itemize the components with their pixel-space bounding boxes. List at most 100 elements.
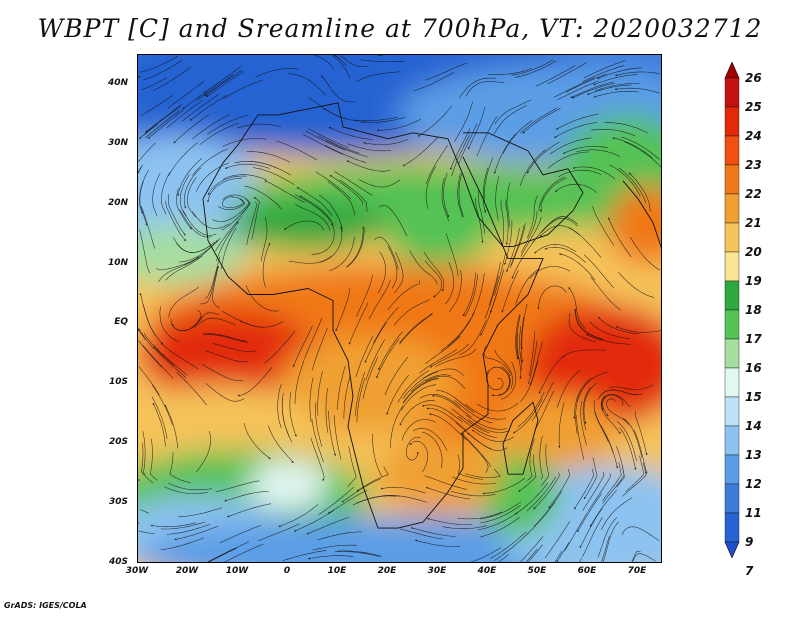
streamline xyxy=(196,74,234,101)
streamline xyxy=(462,272,476,317)
colorbar-level-label: 24 xyxy=(745,129,762,143)
streamline xyxy=(176,188,192,230)
streamline xyxy=(489,269,505,314)
streamline xyxy=(573,378,592,420)
streamline xyxy=(168,286,200,318)
streamline xyxy=(208,547,237,562)
streamline xyxy=(520,107,558,134)
colorbar-swatch xyxy=(724,338,740,369)
colorbar-swatch xyxy=(724,425,740,456)
streamline xyxy=(514,60,557,78)
streamline xyxy=(515,314,520,360)
streamline xyxy=(346,160,391,172)
streamline xyxy=(574,468,594,510)
streamline xyxy=(153,347,187,378)
streamline xyxy=(205,71,245,98)
streamline xyxy=(384,356,409,396)
streamline xyxy=(149,438,158,481)
streamline xyxy=(526,476,557,512)
colorbar-level-label: 11 xyxy=(745,506,762,520)
streamline xyxy=(494,252,506,296)
streamline xyxy=(471,273,485,317)
streamline xyxy=(511,239,536,279)
streamline xyxy=(425,62,468,81)
streamline xyxy=(248,161,291,176)
streamline xyxy=(615,326,661,333)
streamline xyxy=(288,255,333,264)
streamline xyxy=(337,550,382,557)
streamline xyxy=(443,172,450,218)
streamline xyxy=(152,66,192,92)
streamline xyxy=(268,425,294,464)
colorbar-swatch xyxy=(724,222,740,253)
streamline xyxy=(141,443,154,484)
streamline xyxy=(464,274,478,318)
lon-tick-label: 20W xyxy=(175,566,199,576)
streamline xyxy=(634,411,648,456)
streamline xyxy=(493,133,517,174)
streamline xyxy=(590,276,621,311)
streamline xyxy=(139,55,179,73)
streamline xyxy=(533,472,560,510)
streamline xyxy=(475,197,484,244)
streamline xyxy=(490,531,527,559)
streamline xyxy=(161,171,171,215)
streamline xyxy=(304,317,323,360)
colorbar-level-label: 9 xyxy=(745,535,754,549)
streamline xyxy=(390,405,404,449)
streamline xyxy=(572,82,616,99)
streamline xyxy=(500,361,517,400)
streamline xyxy=(572,166,616,180)
streamline xyxy=(251,196,260,240)
streamline xyxy=(374,236,399,270)
streamline xyxy=(425,335,461,364)
streamline xyxy=(222,138,267,147)
streamline xyxy=(365,339,385,381)
streamline xyxy=(457,415,497,438)
streamline xyxy=(451,490,496,497)
streamline xyxy=(517,391,545,428)
colorbar-level-label: 22 xyxy=(745,187,762,201)
lon-tick-label: 20E xyxy=(377,566,397,576)
streamline xyxy=(276,140,318,161)
streamline xyxy=(138,328,146,341)
streamline xyxy=(150,522,196,528)
streamline xyxy=(469,547,502,562)
streamline xyxy=(205,350,249,363)
streamline xyxy=(377,251,386,294)
streamline xyxy=(425,165,436,209)
streamline xyxy=(376,118,422,132)
streamline xyxy=(529,341,543,386)
streamline xyxy=(425,144,449,185)
colorbar-swatch xyxy=(724,309,740,340)
streamline xyxy=(140,205,156,249)
streamline xyxy=(539,177,567,213)
streamline xyxy=(347,446,357,487)
streamline xyxy=(419,394,461,408)
streamline xyxy=(525,501,556,536)
streamline xyxy=(582,387,592,431)
streamline xyxy=(494,99,532,125)
streamline xyxy=(554,77,595,98)
streamline xyxy=(334,171,373,196)
streamline xyxy=(332,55,351,78)
streamline xyxy=(164,404,178,449)
streamline xyxy=(414,539,461,547)
streamline xyxy=(522,108,561,134)
streamline xyxy=(334,55,343,62)
streamline xyxy=(221,198,251,231)
streamline xyxy=(465,81,505,97)
streamline xyxy=(165,255,203,281)
streamline xyxy=(264,330,296,364)
streamline xyxy=(204,69,243,97)
streamline xyxy=(465,403,506,420)
streamline xyxy=(582,516,603,558)
streamline xyxy=(602,521,619,562)
streamline xyxy=(589,321,631,339)
streamline xyxy=(174,525,219,541)
lat-tick-label: 20S xyxy=(108,437,128,448)
streamline xyxy=(167,81,204,109)
lon-tick-label: 30E xyxy=(427,566,447,576)
streamline xyxy=(547,151,589,169)
streamline xyxy=(526,195,538,239)
